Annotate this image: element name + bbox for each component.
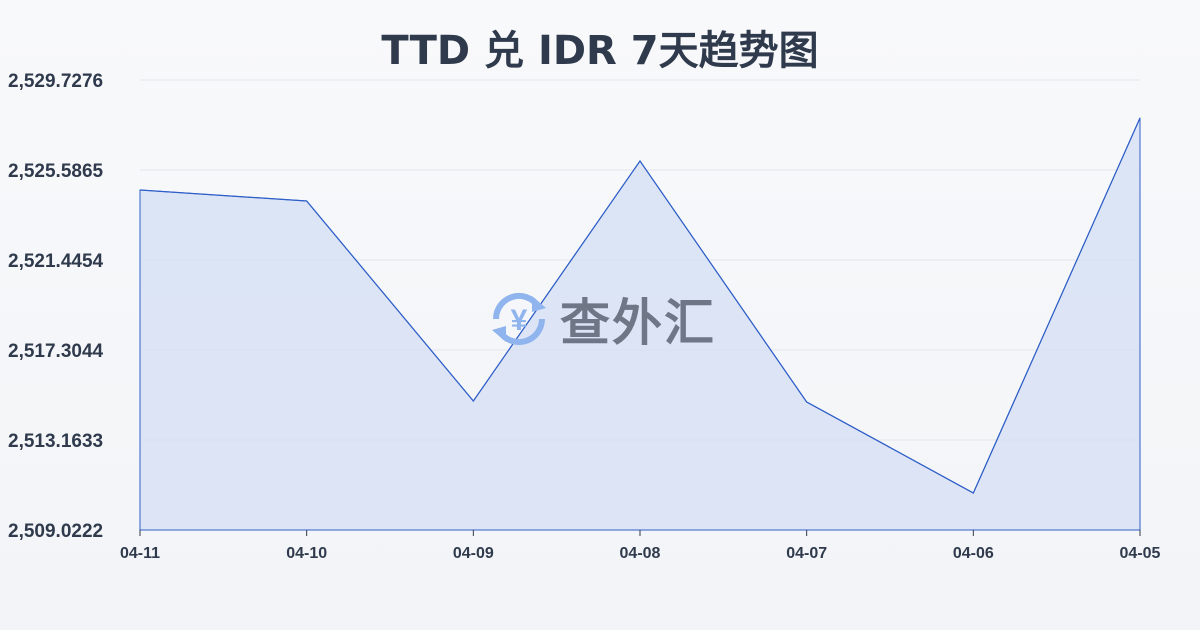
x-tick-label: 04-09 <box>453 545 494 562</box>
chart-title: TTD 兑 IDR 7天趋势图 <box>381 28 819 74</box>
x-tick-label: 04-10 <box>286 545 327 562</box>
x-tick-label: 04-07 <box>786 545 827 562</box>
x-tick-label: 04-05 <box>1120 545 1161 562</box>
yen-exchange-icon: ¥ <box>492 292 546 346</box>
y-tick-label: 2,517.3044 <box>8 341 104 362</box>
data-point <box>306 200 308 202</box>
x-tick-label: 04-11 <box>120 545 160 562</box>
y-tick-label: 2,525.5865 <box>8 161 104 182</box>
data-point <box>639 160 641 162</box>
x-tick-label: 04-08 <box>620 545 661 562</box>
watermark-text: 查外汇 <box>560 294 716 352</box>
y-tick-label: 2,509.0222 <box>8 521 103 542</box>
y-tick-label: 2,521.4454 <box>8 251 104 272</box>
data-point <box>972 492 974 494</box>
x-tick-label: 04-06 <box>953 545 994 562</box>
svg-text:¥: ¥ <box>511 304 528 337</box>
data-point <box>472 400 474 402</box>
watermark: ¥ 查外汇 <box>488 283 716 355</box>
data-point <box>139 189 141 191</box>
data-point <box>1139 117 1141 119</box>
y-tick-label: 2,529.7276 <box>8 71 103 92</box>
y-tick-label: 2,513.1633 <box>8 431 103 452</box>
data-point <box>806 401 808 403</box>
